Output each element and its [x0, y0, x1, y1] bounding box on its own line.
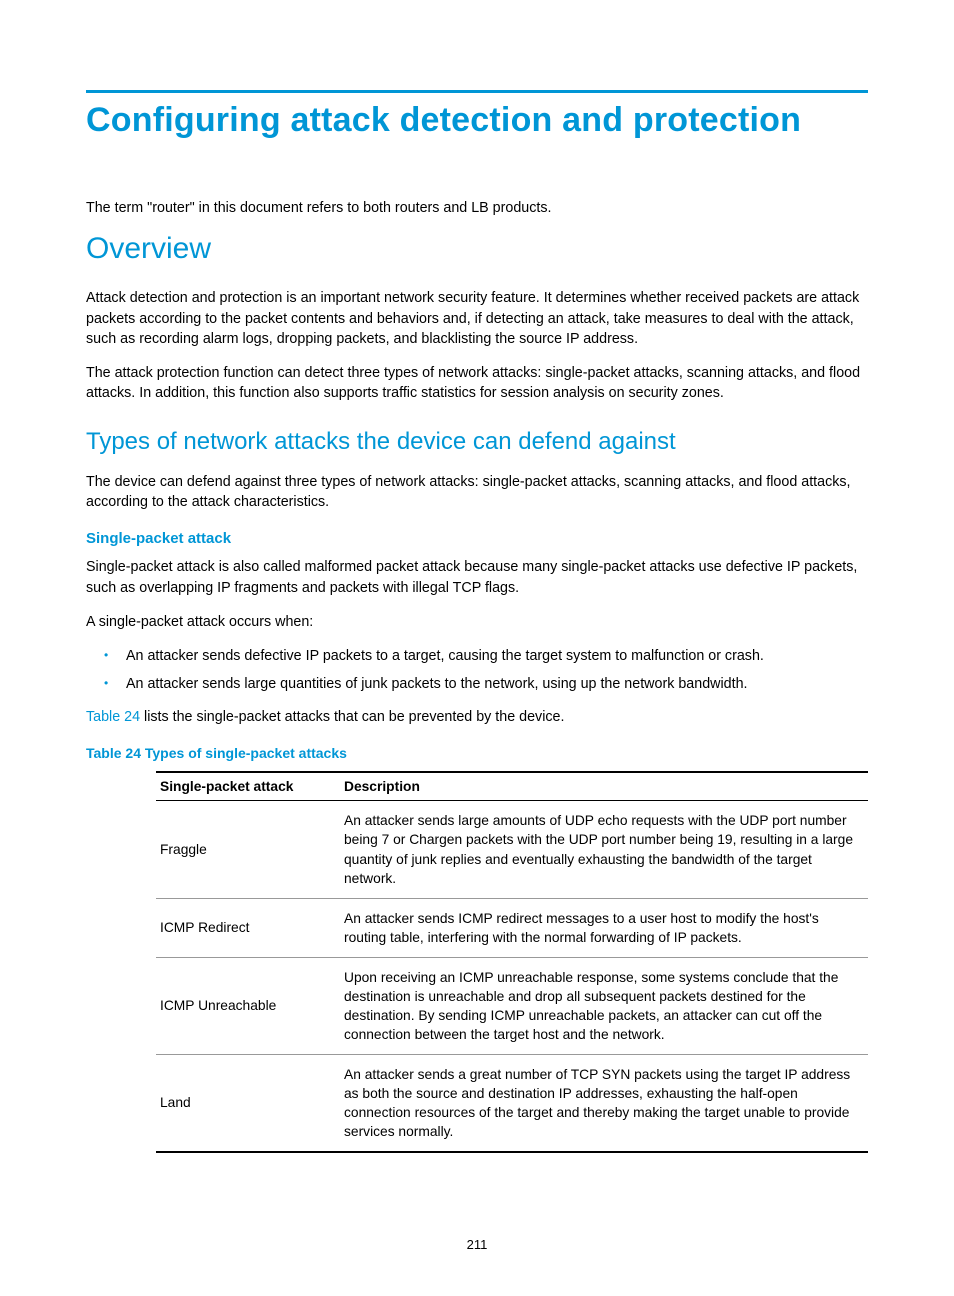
attack-name: Land: [156, 1054, 340, 1152]
overview-heading: Overview: [86, 232, 868, 266]
attack-desc: An attacker sends ICMP redirect messages…: [340, 898, 868, 957]
table-row: Land An attacker sends a great number of…: [156, 1054, 868, 1152]
single-packet-p2: A single-packet attack occurs when:: [86, 612, 868, 632]
table-row: ICMP Unreachable Upon receiving an ICMP …: [156, 957, 868, 1054]
overview-p1: Attack detection and protection is an im…: [86, 288, 868, 349]
attack-table: Single-packet attack Description Fraggle…: [156, 771, 868, 1152]
table-reference: Table 24 lists the single-packet attacks…: [86, 707, 868, 727]
attack-name: ICMP Redirect: [156, 898, 340, 957]
types-intro: The device can defend against three type…: [86, 472, 868, 513]
attack-desc: Upon receiving an ICMP unreachable respo…: [340, 957, 868, 1054]
table-ref-rest: lists the single-packet attacks that can…: [140, 709, 564, 725]
table-header-name: Single-packet attack: [156, 772, 340, 801]
top-rule: [86, 90, 868, 93]
page-title: Configuring attack detection and protect…: [86, 101, 868, 140]
page-number: 211: [0, 1237, 954, 1252]
intro-note: The term "router" in this document refer…: [86, 198, 868, 218]
table-row: ICMP Redirect An attacker sends ICMP red…: [156, 898, 868, 957]
attack-desc: An attacker sends large amounts of UDP e…: [340, 801, 868, 898]
overview-p2: The attack protection function can detec…: [86, 363, 868, 404]
list-item: An attacker sends defective IP packets t…: [126, 646, 868, 667]
single-packet-p1: Single-packet attack is also called malf…: [86, 557, 868, 598]
attack-name: Fraggle: [156, 801, 340, 898]
table-row: Fraggle An attacker sends large amounts …: [156, 801, 868, 898]
table-caption: Table 24 Types of single-packet attacks: [86, 745, 868, 761]
page: Configuring attack detection and protect…: [0, 0, 954, 1296]
list-item: An attacker sends large quantities of ju…: [126, 674, 868, 695]
table-header-row: Single-packet attack Description: [156, 772, 868, 801]
table-ref-link[interactable]: Table 24: [86, 709, 140, 725]
single-packet-heading: Single-packet attack: [86, 530, 868, 547]
table-header-desc: Description: [340, 772, 868, 801]
attack-desc: An attacker sends a great number of TCP …: [340, 1054, 868, 1152]
attack-name: ICMP Unreachable: [156, 957, 340, 1054]
bullet-list: An attacker sends defective IP packets t…: [86, 646, 868, 695]
types-heading: Types of network attacks the device can …: [86, 428, 868, 456]
